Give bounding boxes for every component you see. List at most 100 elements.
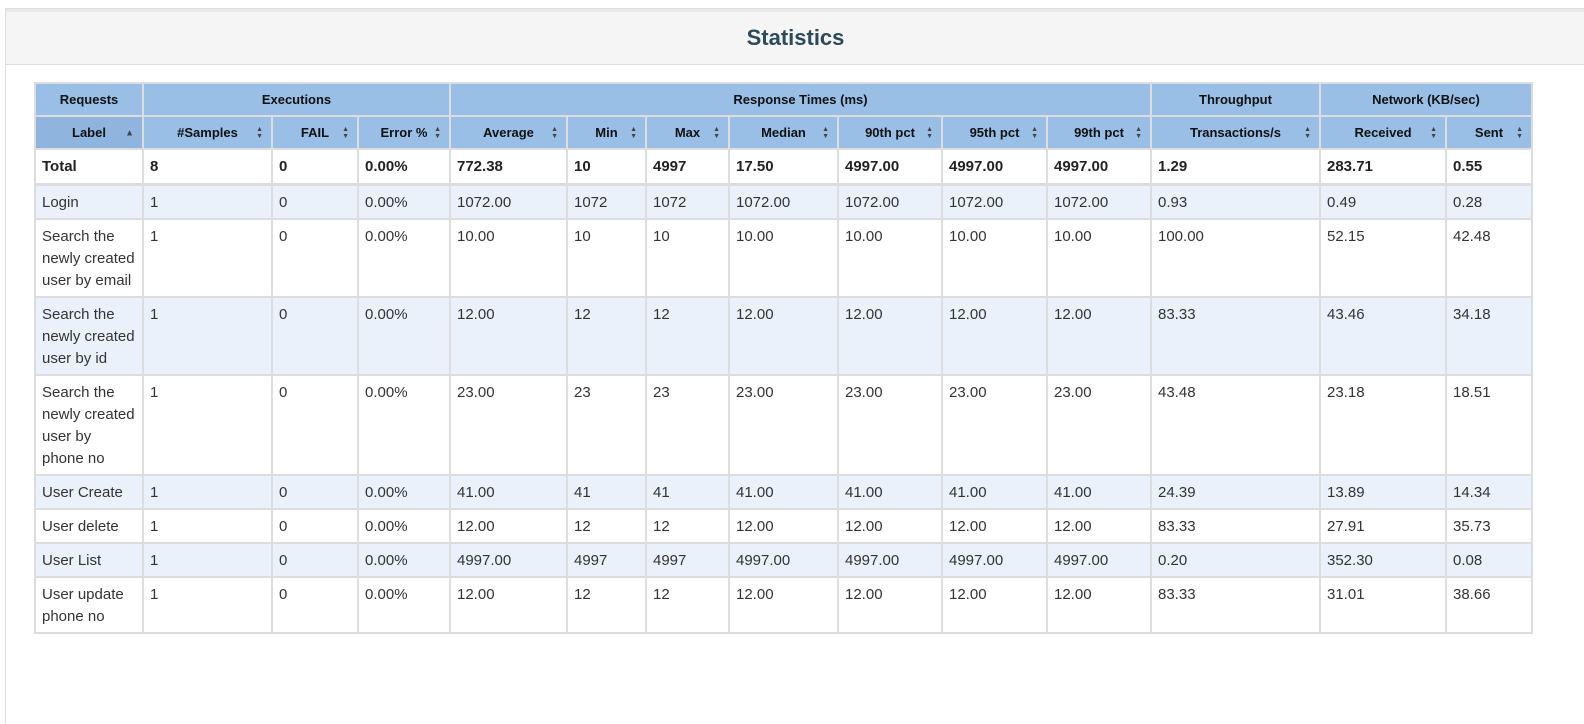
cell-received: 352.30	[1319, 541, 1447, 578]
cell-99th-pct: 23.00	[1046, 373, 1152, 476]
column-header-95th-pct[interactable]: 95th pct ▲ ▼	[941, 115, 1048, 150]
cell-fail: 0	[271, 183, 359, 220]
cell-median: 17.50	[728, 148, 839, 185]
cell-label: User Create	[34, 473, 144, 510]
column-header-average[interactable]: Average ▲ ▼	[449, 115, 568, 150]
statistics-panel: Statistics	[5, 8, 1584, 724]
cell-95th-pct: 4997.00	[941, 541, 1048, 578]
table-row: User delete 1 0 0.00% 12.00 12 12 12.00 12.00 12.…	[34, 507, 1533, 544]
cell-error: 0.00%	[357, 373, 451, 476]
column-label: Median	[761, 125, 806, 140]
cell-min: 12	[566, 575, 647, 634]
column-label: Sent	[1474, 125, 1504, 140]
cell-samples: 1	[142, 217, 273, 298]
cell-95th-pct: 12.00	[941, 507, 1048, 544]
cell-99th-pct: 4997.00	[1046, 148, 1152, 185]
cell-transactions-s: 83.33	[1150, 295, 1321, 376]
column-header-transactions-s[interactable]: Transactions/s ▲ ▼	[1150, 115, 1321, 150]
cell-transactions-s: 83.33	[1150, 507, 1321, 544]
cell-90th-pct: 12.00	[837, 295, 943, 376]
sort-both-icon[interactable]: ▲ ▼	[551, 125, 558, 140]
cell-average: 1072.00	[449, 183, 568, 220]
cell-90th-pct: 12.00	[837, 507, 943, 544]
column-header-label[interactable]: Label ▲	[34, 115, 144, 150]
column-header-min[interactable]: Min ▲ ▼	[566, 115, 647, 150]
column-header-samples[interactable]: #Samples ▲ ▼	[142, 115, 273, 150]
table-row: Search the newly created user by id 1 0 0.0…	[34, 295, 1533, 376]
cell-transactions-s: 24.39	[1150, 473, 1321, 510]
column-label: Transactions/s	[1189, 125, 1282, 140]
cell-max: 12	[645, 295, 730, 376]
sort-both-icon[interactable]: ▲ ▼	[713, 125, 720, 140]
column-label: 99th pct	[1074, 125, 1124, 140]
column-label: FAIL	[300, 125, 330, 140]
cell-max: 4997	[645, 541, 730, 578]
column-header-received[interactable]: Received ▲ ▼	[1319, 115, 1447, 150]
sort-both-icon[interactable]: ▲ ▼	[822, 125, 829, 140]
cell-99th-pct: 4997.00	[1046, 541, 1152, 578]
cell-samples: 1	[142, 473, 273, 510]
sort-both-icon[interactable]: ▲ ▼	[926, 125, 933, 140]
column-header-90th-pct[interactable]: 90th pct ▲ ▼	[837, 115, 943, 150]
column-header-sent[interactable]: Sent ▲ ▼	[1445, 115, 1533, 150]
cell-min: 4997	[566, 541, 647, 578]
cell-max: 23	[645, 373, 730, 476]
cell-fail: 0	[271, 295, 359, 376]
cell-received: 27.91	[1319, 507, 1447, 544]
cell-received: 31.01	[1319, 575, 1447, 634]
cell-samples: 1	[142, 295, 273, 376]
cell-95th-pct: 12.00	[941, 575, 1048, 634]
cell-samples: 1	[142, 507, 273, 544]
sort-both-icon[interactable]: ▲ ▼	[1516, 125, 1523, 140]
column-header-99th-pct[interactable]: 99th pct ▲ ▼	[1046, 115, 1152, 150]
group-header-row: Requests Executions Response Times (ms) Thr…	[34, 82, 1533, 117]
cell-average: 41.00	[449, 473, 568, 510]
group-header: Network (KB/sec)	[1319, 82, 1533, 117]
column-header-max[interactable]: Max ▲ ▼	[645, 115, 730, 150]
cell-median: 12.00	[728, 575, 839, 634]
cell-error: 0.00%	[357, 148, 451, 185]
cell-label: Search the newly created user by email	[34, 217, 144, 298]
table-row: User Create 1 0 0.00% 41.00 41 41 41.00 41.00 41.…	[34, 473, 1533, 510]
column-label: 90th pct	[865, 125, 915, 140]
cell-sent: 0.55	[1445, 148, 1533, 185]
cell-95th-pct: 23.00	[941, 373, 1048, 476]
cell-max: 10	[645, 217, 730, 298]
cell-90th-pct: 10.00	[837, 217, 943, 298]
cell-95th-pct: 4997.00	[941, 148, 1048, 185]
cell-error: 0.00%	[357, 575, 451, 634]
cell-95th-pct: 10.00	[941, 217, 1048, 298]
sort-both-icon[interactable]: ▲ ▼	[342, 125, 349, 140]
cell-min: 23	[566, 373, 647, 476]
cell-fail: 0	[271, 217, 359, 298]
cell-min: 41	[566, 473, 647, 510]
cell-transactions-s: 0.93	[1150, 183, 1321, 220]
cell-95th-pct: 1072.00	[941, 183, 1048, 220]
total-row: Total 8 0 0.00% 772.38 10 4997 17.50 4997.00 4997…	[34, 148, 1533, 185]
column-label: Label	[72, 125, 106, 140]
column-label: #Samples	[177, 125, 238, 140]
cell-sent: 42.48	[1445, 217, 1533, 298]
sort-ascending-icon[interactable]: ▲	[125, 127, 134, 137]
cell-transactions-s: 0.20	[1150, 541, 1321, 578]
sort-both-icon[interactable]: ▲ ▼	[256, 125, 263, 140]
cell-90th-pct: 4997.00	[837, 148, 943, 185]
sort-both-icon[interactable]: ▲ ▼	[1135, 125, 1142, 140]
cell-median: 1072.00	[728, 183, 839, 220]
sort-both-icon[interactable]: ▲ ▼	[1430, 125, 1437, 140]
sort-both-icon[interactable]: ▲ ▼	[1031, 125, 1038, 140]
sort-both-icon[interactable]: ▲ ▼	[434, 125, 441, 140]
cell-fail: 0	[271, 473, 359, 510]
cell-samples: 1	[142, 575, 273, 634]
column-header-fail[interactable]: FAIL ▲ ▼	[271, 115, 359, 150]
sort-both-icon[interactable]: ▲ ▼	[630, 125, 637, 140]
cell-received: 52.15	[1319, 217, 1447, 298]
column-header-median[interactable]: Median ▲ ▼	[728, 115, 839, 150]
sort-both-icon[interactable]: ▲ ▼	[1304, 125, 1311, 140]
column-header-error[interactable]: Error % ▲ ▼	[357, 115, 451, 150]
cell-average: 12.00	[449, 295, 568, 376]
cell-median: 12.00	[728, 507, 839, 544]
cell-received: 283.71	[1319, 148, 1447, 185]
cell-sent: 14.34	[1445, 473, 1533, 510]
cell-label: Login	[34, 183, 144, 220]
